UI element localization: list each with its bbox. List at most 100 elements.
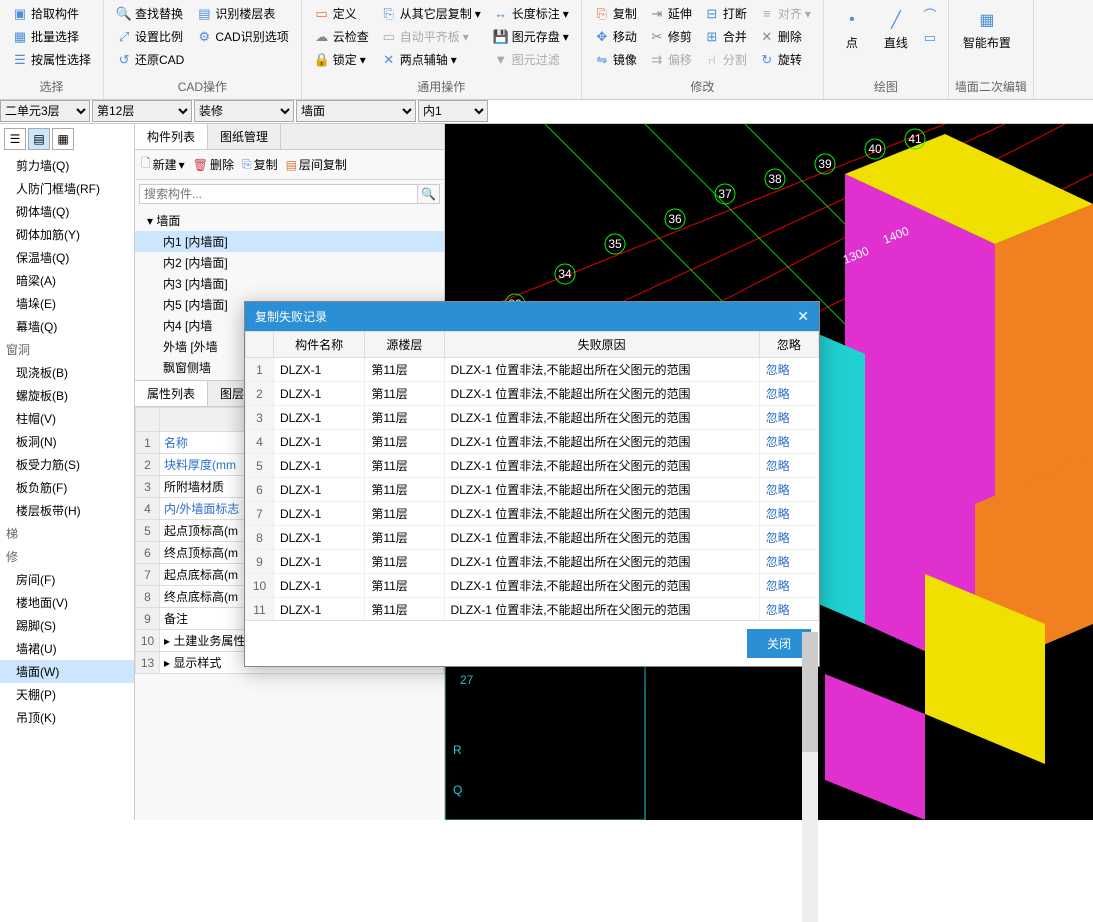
merge-button[interactable]: ⊞合并	[702, 27, 749, 46]
cell-ignore[interactable]: 忽略	[759, 550, 818, 574]
view-toggle-1[interactable]: ☰	[4, 128, 26, 150]
tree-item[interactable]: 墙裙(U)	[0, 637, 134, 660]
mirror-button[interactable]: ⇋镜像	[592, 50, 639, 69]
pick-component-button[interactable]: ▣拾取构件	[10, 4, 93, 23]
smart-layout-tool[interactable]: ▦智能布置	[955, 2, 1019, 76]
search-input[interactable]	[139, 184, 418, 204]
tab-component-list[interactable]: 构件列表	[135, 124, 208, 149]
scrollbar-thumb[interactable]	[802, 632, 818, 752]
component-select[interactable]: 内1	[418, 100, 488, 122]
extend-button[interactable]: ⇥延伸	[647, 4, 694, 23]
cad-options-button[interactable]: ⚙CAD识别选项	[194, 27, 290, 46]
cell-ignore[interactable]: 忽略	[759, 430, 818, 454]
align-icon: ≡	[759, 6, 775, 22]
tree-item[interactable]: 板负筋(F)	[0, 476, 134, 499]
tree-item[interactable]: 砌体加筋(Y)	[0, 223, 134, 246]
tree-item[interactable]: 幕墙(Q)	[0, 315, 134, 338]
row-number: 9	[246, 550, 274, 574]
cell-ignore[interactable]: 忽略	[759, 358, 818, 382]
floor-select[interactable]: 第12层	[92, 100, 192, 122]
view-toggle-3[interactable]: ▦	[52, 128, 74, 150]
row-number: 4	[136, 498, 160, 520]
unit-select[interactable]: 二单元3层	[0, 100, 90, 122]
rotate-button[interactable]: ↻旋转	[757, 50, 813, 69]
arc-icon[interactable]: ⌒	[922, 6, 938, 22]
line-tool[interactable]: ╱直线	[874, 2, 918, 76]
cell-ignore[interactable]: 忽略	[759, 478, 818, 502]
cell-ignore[interactable]: 忽略	[759, 598, 818, 621]
copy-button[interactable]: ⎘复制	[592, 4, 639, 23]
length-dim-button[interactable]: ↔长度标注 ▾	[491, 4, 571, 23]
trim-icon: ✂	[649, 29, 665, 45]
cell-name: DLZX-1	[274, 598, 365, 621]
cell-ignore[interactable]: 忽略	[759, 406, 818, 430]
tree-item[interactable]: 剪力墙(Q)	[0, 154, 134, 177]
tree-item[interactable]: 房间(F)	[0, 568, 134, 591]
tab-drawing-manage[interactable]: 图纸管理	[208, 124, 281, 149]
move-button[interactable]: ✥移动	[592, 27, 639, 46]
category-select[interactable]: 装修	[194, 100, 294, 122]
new-button[interactable]: 🗋 新建 ▾	[141, 154, 185, 175]
tree-item[interactable]: 保温墙(Q)	[0, 246, 134, 269]
rect-icon[interactable]: ▭	[922, 30, 938, 46]
component-item[interactable]: 内2 [内墙面]	[135, 252, 444, 273]
tree-item[interactable]: 现浇板(B)	[0, 361, 134, 384]
scale-icon: ⤢	[116, 29, 132, 45]
new-icon: 🗋	[141, 154, 151, 175]
cloud-check-button[interactable]: ☁云检查	[312, 27, 371, 46]
tree-item[interactable]: 柱帽(V)	[0, 407, 134, 430]
cell-ignore[interactable]: 忽略	[759, 574, 818, 598]
set-scale-button[interactable]: ⤢设置比例	[114, 27, 186, 46]
restore-cad-button[interactable]: ↺还原CAD	[114, 50, 186, 69]
tree-item[interactable]: 楼地面(V)	[0, 591, 134, 614]
col-ignore: 忽略	[759, 332, 818, 358]
tab-properties[interactable]: 属性列表	[135, 381, 208, 406]
tree-item[interactable]: 暗梁(A)	[0, 269, 134, 292]
type-select[interactable]: 墙面	[296, 100, 416, 122]
two-point-axis-button[interactable]: ✕两点辅轴 ▾	[379, 50, 483, 69]
recognize-floor-button[interactable]: ▤识别楼层表	[194, 4, 290, 23]
batch-select-button[interactable]: ▦批量选择	[10, 27, 93, 46]
tree-item[interactable]: 板受力筋(S)	[0, 453, 134, 476]
component-item[interactable]: 内3 [内墙面]	[135, 273, 444, 294]
select-by-prop-button[interactable]: ☰按属性选择	[10, 50, 93, 69]
tree-item[interactable]: 人防门框墙(RF)	[0, 177, 134, 200]
search-button[interactable]: 🔍	[418, 184, 440, 204]
tree-item[interactable]: 踢脚(S)	[0, 614, 134, 637]
tree-item[interactable]: 墙面(W)	[0, 660, 134, 683]
axis-label: 34	[558, 267, 572, 281]
break-button[interactable]: ⊟打断	[702, 4, 749, 23]
tree-item[interactable]: 天棚(P)	[0, 683, 134, 706]
save-meta-button[interactable]: 💾图元存盘 ▾	[491, 27, 571, 46]
close-icon[interactable]: ✕	[797, 308, 809, 325]
floor-copy-button[interactable]: ▤ 层间复制	[286, 154, 347, 175]
tree-root[interactable]: ▾ 墙面	[135, 210, 444, 231]
find-replace-button[interactable]: 🔍查找替换	[114, 4, 186, 23]
view-toggle-2[interactable]: ▤	[28, 128, 50, 150]
copy-comp-button[interactable]: ⎘ 复制	[242, 154, 278, 175]
axis-icon: ✕	[381, 52, 397, 68]
delete-comp-button[interactable]: 🗑 删除	[193, 154, 234, 175]
tree-item[interactable]: 螺旋板(B)	[0, 384, 134, 407]
row-number: 3	[246, 406, 274, 430]
component-item[interactable]: 内1 [内墙面]	[135, 231, 444, 252]
tree-item[interactable]: 砌体墙(Q)	[0, 200, 134, 223]
cell-ignore[interactable]: 忽略	[759, 502, 818, 526]
tree-item[interactable]: 楼层板带(H)	[0, 499, 134, 522]
tree-item[interactable]: 墙垛(E)	[0, 292, 134, 315]
delete-icon: 🗑	[193, 158, 208, 172]
row-number: 10	[136, 630, 160, 652]
delete-button[interactable]: ✕删除	[757, 27, 813, 46]
cell-ignore[interactable]: 忽略	[759, 382, 818, 406]
copy-layer-icon: ⎘	[381, 6, 397, 22]
tree-item[interactable]: 吊顶(K)	[0, 706, 134, 729]
cell-ignore[interactable]: 忽略	[759, 526, 818, 550]
tree-item[interactable]: 板洞(N)	[0, 430, 134, 453]
scrollbar[interactable]	[802, 632, 818, 922]
lock-button[interactable]: 🔒锁定 ▾	[312, 50, 371, 69]
point-tool[interactable]: •点	[830, 2, 874, 76]
define-button[interactable]: ▭定义	[312, 4, 371, 23]
copy-from-layer-button[interactable]: ⎘从其它层复制 ▾	[379, 4, 483, 23]
trim-button[interactable]: ✂修剪	[647, 27, 694, 46]
cell-ignore[interactable]: 忽略	[759, 454, 818, 478]
